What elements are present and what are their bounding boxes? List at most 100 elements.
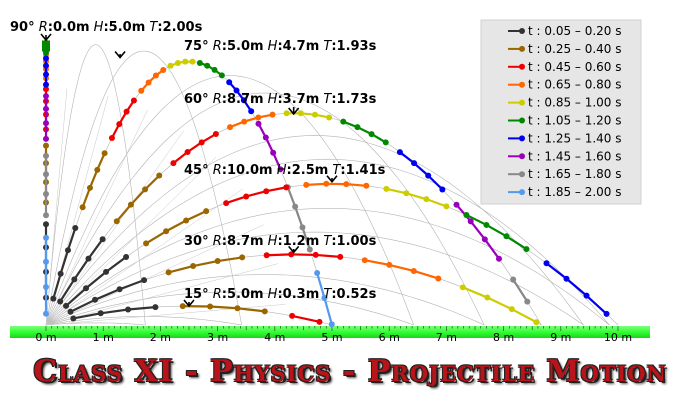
- path-segment: [585, 294, 608, 315]
- path-segment: [144, 174, 161, 191]
- time-marker: [43, 135, 49, 142]
- guide-curve: [45, 231, 584, 326]
- guide-curve: [45, 158, 610, 326]
- trajectory-labels: 90° R:0.0m H:5.0m T:2.00s 75° R:5.0m H:4.…: [10, 20, 386, 308]
- time-marker: [101, 150, 108, 157]
- path-segment: [462, 286, 488, 299]
- legend-dot: [519, 28, 525, 34]
- path-segment: [192, 259, 218, 268]
- time-marker: [125, 306, 132, 313]
- time-marker: [160, 66, 167, 73]
- trajectory-label-75: 75° R:5.0m H:4.7m T:1.93s: [184, 39, 377, 54]
- path-segment: [565, 277, 588, 297]
- guide-ray: [45, 188, 243, 326]
- time-marker: [439, 186, 446, 193]
- path-segment: [505, 235, 528, 250]
- legend-dot: [519, 45, 525, 52]
- path-segment: [413, 162, 429, 177]
- legend-dot: [519, 99, 525, 106]
- trajectory-label-15: 15° R:5.0m H:0.3m T:0.52s: [184, 287, 377, 302]
- time-marker: [277, 166, 284, 173]
- x-tick-label: 1 m: [93, 331, 114, 344]
- trajectory-60: [57, 110, 531, 305]
- path-segment: [127, 306, 156, 311]
- x-tick-label: 5 m: [321, 331, 342, 344]
- path-segment: [291, 253, 316, 257]
- legend-label: t : 1.65 – 1.80 s: [528, 167, 622, 181]
- time-marker: [152, 304, 159, 311]
- legend-label: t : 0.65 – 0.80 s: [528, 78, 622, 92]
- time-marker: [43, 142, 49, 149]
- time-marker: [316, 318, 323, 325]
- trajectory-label-90: 90° R:0.0m H:5.0m T:2.00s: [10, 20, 203, 35]
- legend-dot: [519, 81, 525, 88]
- trajectory-45: [63, 180, 610, 317]
- time-marker: [363, 182, 370, 189]
- guide-ray: [45, 304, 286, 326]
- time-marker: [43, 212, 49, 219]
- trajectory-75: [50, 58, 335, 328]
- time-marker: [435, 275, 442, 282]
- x-tick-label: 2 m: [150, 331, 171, 344]
- path-segment: [323, 297, 333, 325]
- apex-arrowhead: [40, 33, 52, 42]
- path-segment: [413, 269, 439, 280]
- path-segment: [210, 305, 238, 310]
- path-segment: [427, 174, 444, 191]
- time-marker: [43, 81, 49, 88]
- apex-arrowhead: [288, 107, 300, 116]
- page-title: Class XI - Physics - Projectile Motion: [33, 353, 667, 389]
- legend-dot: [519, 189, 525, 196]
- apex-marker: [42, 40, 50, 52]
- path-segment: [59, 278, 76, 303]
- time-marker: [496, 255, 503, 262]
- path-segment: [185, 210, 207, 222]
- time-marker: [189, 58, 196, 65]
- time-marker: [261, 308, 268, 315]
- x-tick-label: 6 m: [379, 331, 400, 344]
- guide-ray: [45, 130, 184, 326]
- ground: [10, 326, 650, 338]
- path-segment: [291, 314, 320, 323]
- path-segment: [286, 186, 297, 208]
- path-segment: [245, 190, 267, 198]
- path-segment: [512, 278, 529, 303]
- guide-curve: [45, 92, 485, 326]
- time-marker: [443, 203, 450, 210]
- path-segment: [115, 203, 132, 222]
- path-segment: [217, 256, 243, 263]
- path-segment: [59, 249, 70, 275]
- legend-dot: [519, 117, 525, 124]
- time-marker: [382, 139, 389, 146]
- guide-curve: [45, 50, 242, 326]
- path-segment: [486, 296, 513, 311]
- path-segment: [237, 307, 265, 313]
- trajectory-90: [42, 39, 50, 317]
- path-segment: [52, 273, 62, 299]
- title-banner: Class XI - Physics - Projectile Motion: [0, 349, 700, 393]
- x-tick-label: 8 m: [493, 331, 514, 344]
- guide-ray: [45, 88, 68, 326]
- time-marker: [43, 86, 49, 93]
- path-segment: [386, 187, 407, 195]
- guide-curve: [45, 44, 146, 326]
- apex-arrowhead: [114, 50, 126, 59]
- trajectory-label-60: 60° R:8.7m H:3.7m T:1.73s: [184, 92, 377, 107]
- path-segment: [511, 308, 537, 324]
- time-marker: [603, 310, 610, 317]
- legend-label: t : 1.45 – 1.60 s: [528, 149, 622, 163]
- path-segment: [465, 213, 487, 226]
- time-marker: [43, 310, 49, 317]
- legend-box: [480, 19, 642, 205]
- legend-label: t : 1.05 – 1.20 s: [528, 114, 622, 128]
- trajectory-paths: [42, 39, 610, 328]
- legend-dot: [519, 171, 525, 178]
- x-tick-label: 7 m: [436, 331, 457, 344]
- time-marker: [123, 253, 130, 260]
- time-marker: [212, 131, 219, 138]
- time-marker: [156, 172, 163, 179]
- legend-label: t : 0.85 – 1.00 s: [528, 96, 622, 110]
- path-segment: [389, 263, 415, 273]
- path-segment: [168, 264, 194, 274]
- path-segment: [364, 259, 390, 266]
